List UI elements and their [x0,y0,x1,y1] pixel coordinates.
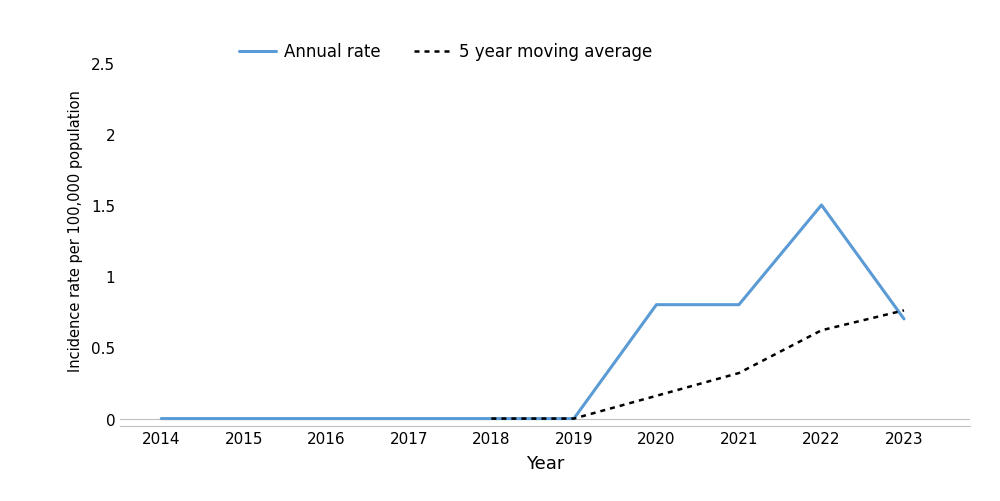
Y-axis label: Incidence rate per 100,000 population: Incidence rate per 100,000 population [68,90,83,371]
Line: Annual rate: Annual rate [161,205,904,419]
Annual rate [568,416,580,422]
Annual rate [485,416,497,422]
Annual rate [155,416,167,422]
Annual rate [815,202,827,208]
X-axis label: Year: Year [526,454,564,472]
5 year moving average [733,370,745,376]
5 year moving average [568,416,580,422]
5 year moving average [650,393,662,399]
Legend: Annual rate, 5 year moving average: Annual rate, 5 year moving average [239,44,652,61]
Annual rate [403,416,415,422]
5 year moving average [485,416,497,422]
Annual rate [650,302,662,308]
Line: 5 year moving average: 5 year moving average [491,311,904,419]
Annual rate [238,416,250,422]
Annual rate [898,316,910,322]
Annual rate [320,416,332,422]
5 year moving average [898,308,910,314]
5 year moving average [815,328,827,334]
Annual rate [733,302,745,308]
